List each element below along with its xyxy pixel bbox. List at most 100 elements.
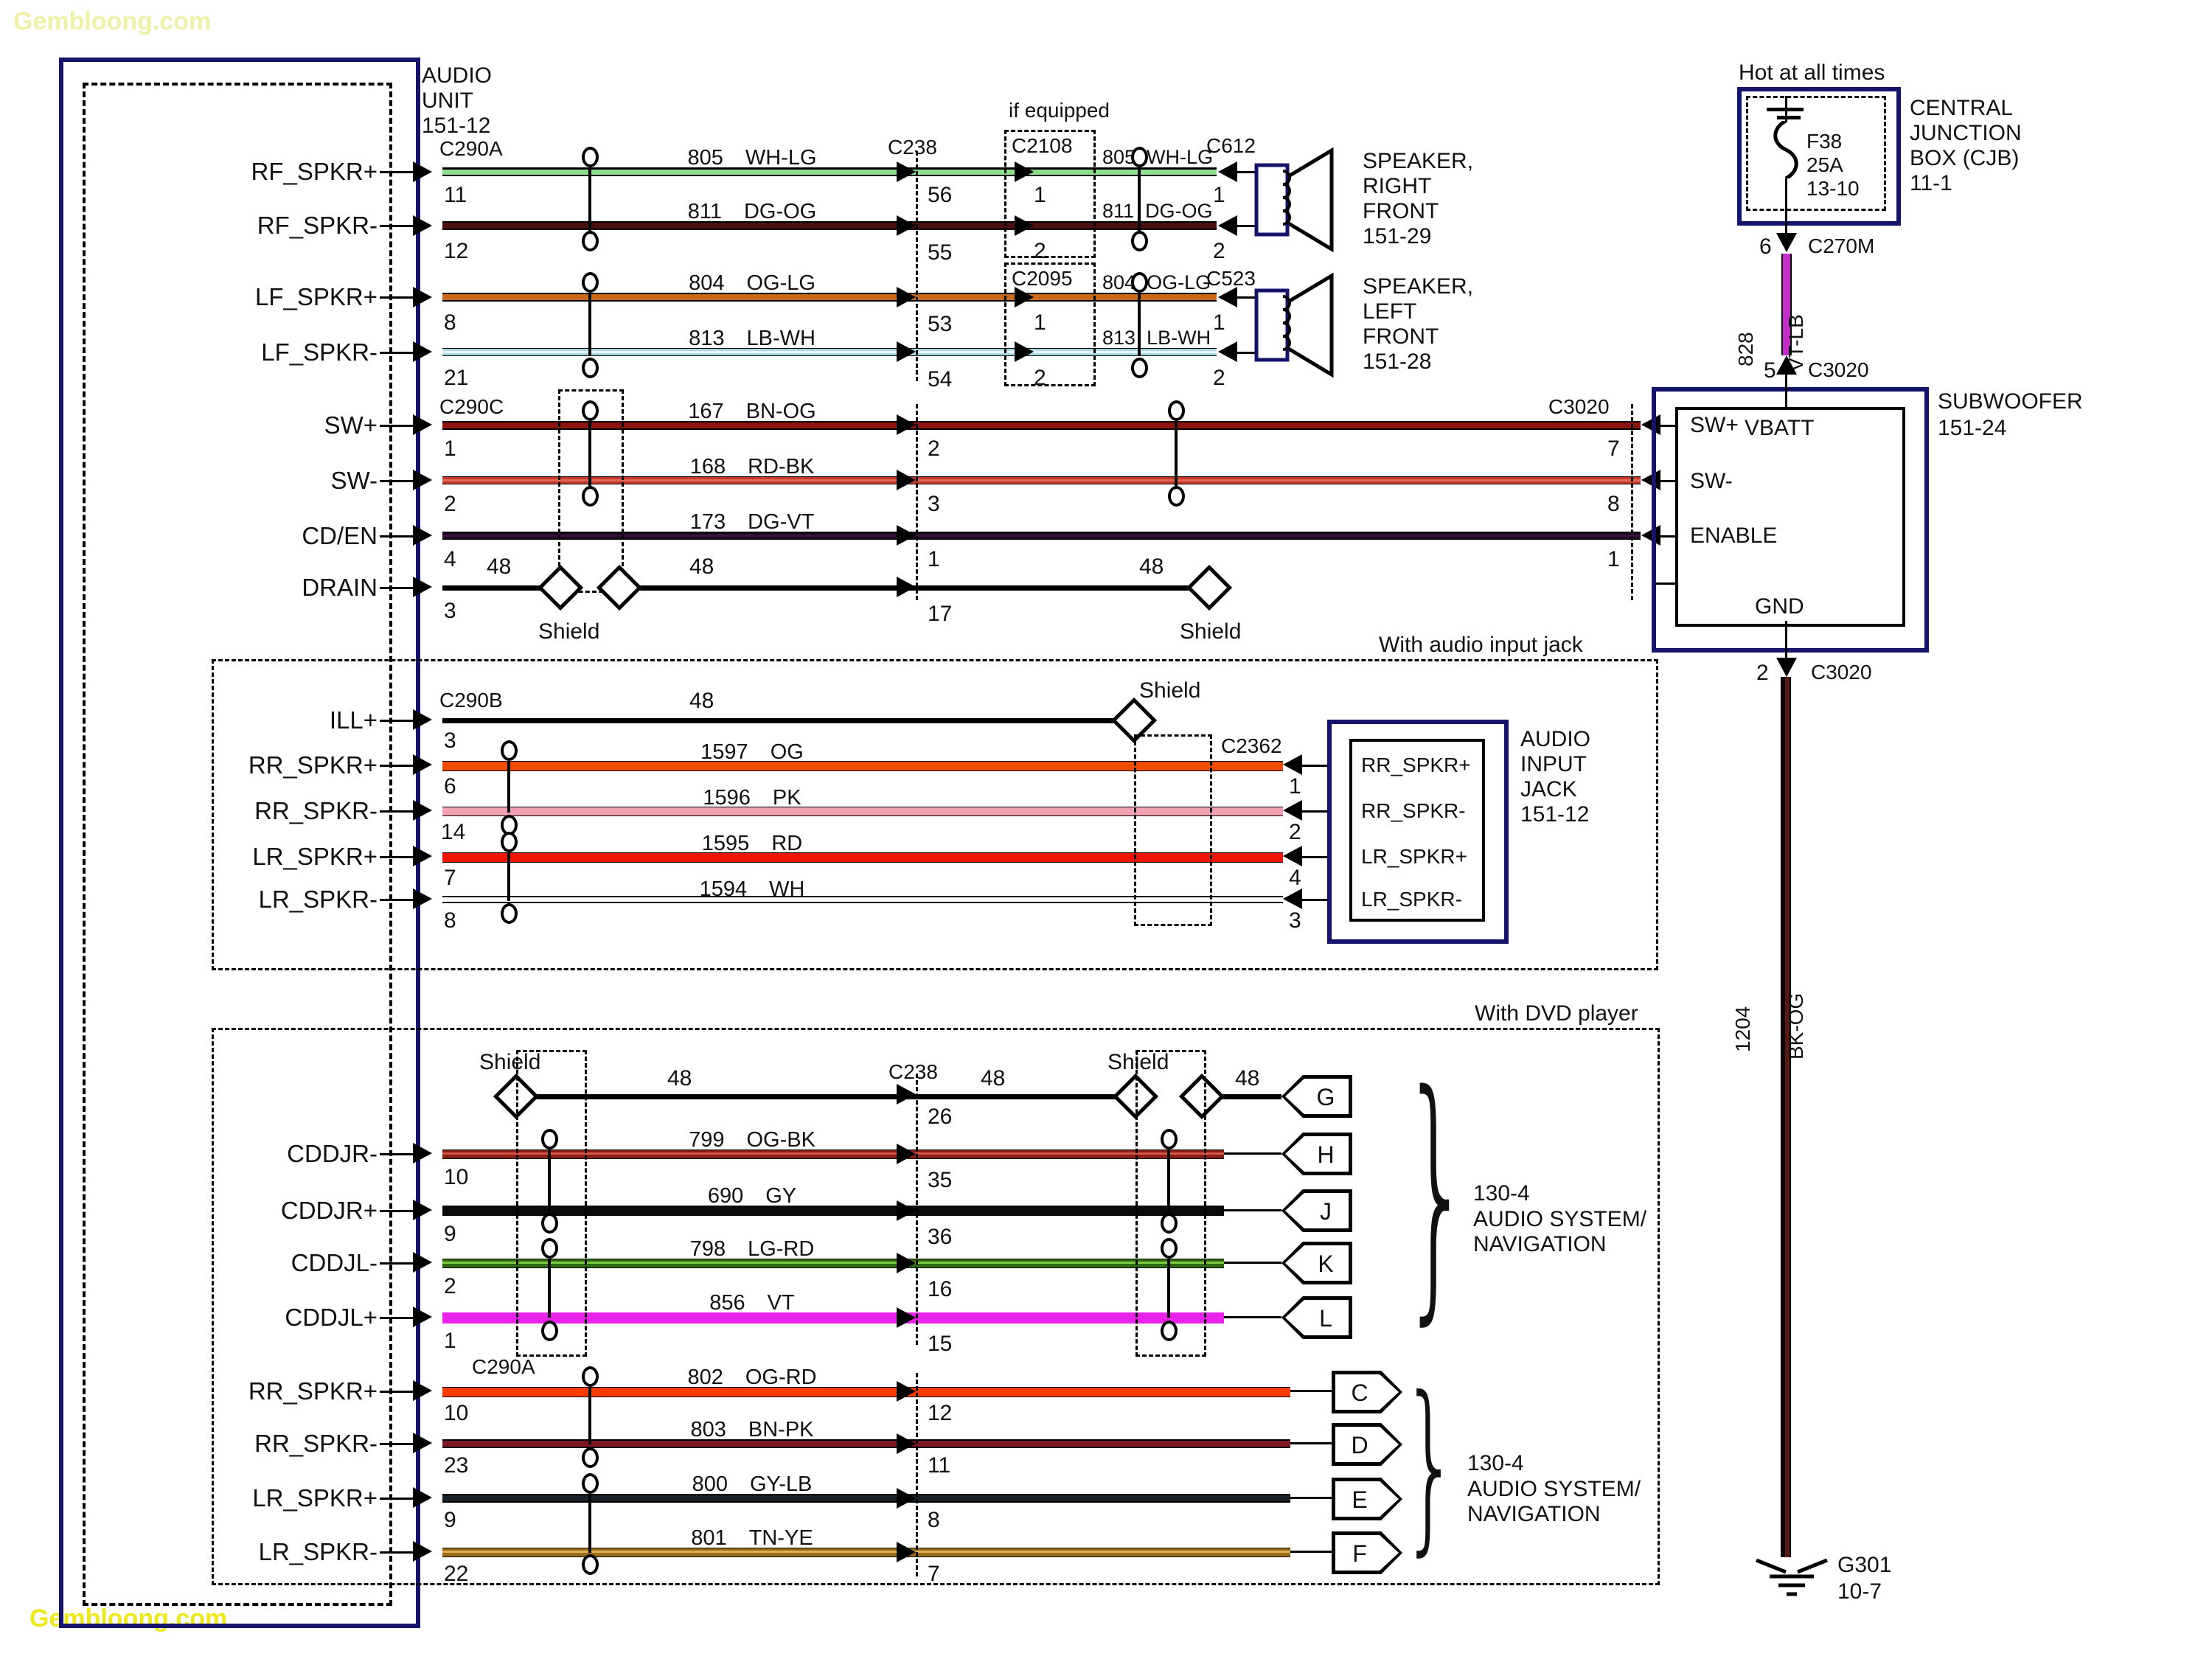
stub	[380, 1210, 414, 1212]
circuit-label-811: 811 DG-OG	[649, 200, 855, 224]
connector-arrow	[897, 1084, 916, 1105]
pin-number: 1	[444, 1329, 456, 1353]
c-pin: 11	[928, 1453, 951, 1478]
pin-number: 3	[444, 599, 456, 623]
circuit-label-803: 803 BN-PK	[690, 1418, 814, 1441]
connector-c238: C238	[888, 1060, 938, 1083]
audio-input-jack-title: 151-12	[1520, 802, 1590, 827]
c-line	[916, 1373, 918, 1576]
stub	[380, 1551, 414, 1554]
stub	[380, 425, 414, 427]
wire-color-code: OG-LG	[746, 271, 815, 295]
connector-arrow	[897, 470, 916, 490]
ground-g301: G301	[1837, 1553, 1892, 1577]
stub	[1237, 171, 1256, 173]
wire-color-code: DG-OG	[743, 200, 817, 223]
connector-arrow	[1776, 355, 1797, 375]
stub	[1660, 535, 1678, 538]
circuit-number: 811	[687, 200, 722, 223]
splice-line	[1167, 1259, 1170, 1318]
connector-arrow	[1283, 800, 1302, 821]
splice-icon	[501, 903, 518, 924]
connector-arrow	[413, 470, 432, 490]
audio-unit-box	[59, 58, 420, 1628]
c238-pin: 56	[928, 183, 953, 207]
stub	[1237, 352, 1256, 354]
connector-arrow	[1015, 161, 1034, 182]
pin-number: 3	[444, 728, 456, 753]
c2362-pin: 2	[1289, 820, 1301, 844]
cjb-dashed-box	[1746, 96, 1886, 211]
color-bk-og: BK-OG	[1784, 992, 1807, 1060]
pin-label-rr-spkr-plus-2: RR_SPKR+	[248, 1377, 378, 1405]
circuit-label-1597: 1597 OG	[700, 740, 804, 764]
speaker-pin: 2	[1213, 366, 1225, 390]
stub	[380, 352, 414, 354]
stub	[1302, 810, 1329, 813]
splice-icon	[582, 358, 599, 378]
stub	[380, 1443, 414, 1445]
pin-number: 9	[444, 1508, 456, 1532]
circuit-label-800: 800 GY-LB	[692, 1472, 813, 1496]
pin-number: 2	[444, 492, 456, 516]
nav-system-label: NAVIGATION	[1473, 1232, 1607, 1256]
splice-icon	[541, 1321, 558, 1341]
splice-line	[588, 1494, 591, 1553]
splice-line	[507, 852, 510, 901]
pin-label-sw-minus: SW-	[330, 467, 378, 494]
shield-label: Shield	[1139, 678, 1201, 703]
pin-number: 10	[444, 1165, 469, 1189]
busbar-icon	[1777, 116, 1801, 119]
splice-icon	[541, 1238, 558, 1259]
speaker-left-label: SPEAKER,	[1363, 274, 1474, 299]
shield-label: Shield	[1107, 1050, 1169, 1074]
pin-label-lf-spkr-plus: LF_SPKR+	[255, 283, 378, 310]
fuse-label: 25A	[1806, 153, 1843, 176]
circuit-number: 813	[689, 327, 725, 350]
fuse-lead	[1785, 178, 1787, 234]
connector-pentagon-e: E	[1332, 1478, 1402, 1520]
circuit-label-690: 690 GY	[707, 1184, 797, 1208]
audio-input-jack-section-box	[212, 659, 1658, 970]
c238-pin: 3	[928, 492, 940, 516]
splice-icon	[582, 1366, 599, 1387]
splice-icon	[1161, 1321, 1178, 1341]
pin-number: 8	[444, 310, 456, 335]
label-48: 48	[667, 1066, 692, 1091]
connector-pentagon-g: G	[1281, 1075, 1352, 1118]
splice-icon	[1131, 147, 1148, 167]
connector-pentagon-h: H	[1281, 1133, 1352, 1175]
c2362-pin: 1	[1289, 774, 1301, 799]
connector-pentagon-f: F	[1332, 1531, 1402, 1574]
gnd-stub	[1785, 621, 1787, 658]
connector-pentagon-l: L	[1281, 1296, 1352, 1339]
connector-arrow	[413, 287, 432, 307]
speaker-left-label: LEFT	[1363, 299, 1417, 324]
shield-label: Shield	[479, 1050, 541, 1074]
stub	[1237, 225, 1256, 227]
circuit-label-801: 801 TN-YE	[691, 1526, 813, 1550]
splice-line	[1138, 167, 1141, 231]
circuit-label-1595: 1595 RD	[701, 832, 803, 855]
speaker-right-label: SPEAKER,	[1363, 149, 1474, 173]
stub	[1302, 856, 1329, 858]
splice-icon	[1131, 272, 1148, 293]
nav-system-label: 130-4	[1473, 1181, 1530, 1206]
connector-c2108: C2108	[1012, 134, 1073, 157]
splice-line	[507, 761, 510, 813]
ground-10-7: 10-7	[1837, 1579, 1882, 1604]
splice-icon	[1161, 1129, 1178, 1150]
stub	[380, 765, 414, 767]
connector-arrow	[413, 161, 432, 182]
cjb-title: 11-1	[1910, 171, 1952, 195]
c238-line	[916, 1074, 918, 1345]
audio-unit-title: UNIT	[422, 88, 473, 113]
section-audio-input-jack: With audio input jack	[1379, 633, 1583, 657]
c238-pin: 55	[928, 240, 953, 265]
speaker-right-label: RIGHT	[1363, 174, 1432, 198]
circuit-number: 804	[689, 271, 725, 295]
fuse-label: F38	[1806, 130, 1843, 153]
wire-798-lg-rd	[442, 1259, 1224, 1268]
c3020-pin: 7	[1607, 437, 1620, 461]
